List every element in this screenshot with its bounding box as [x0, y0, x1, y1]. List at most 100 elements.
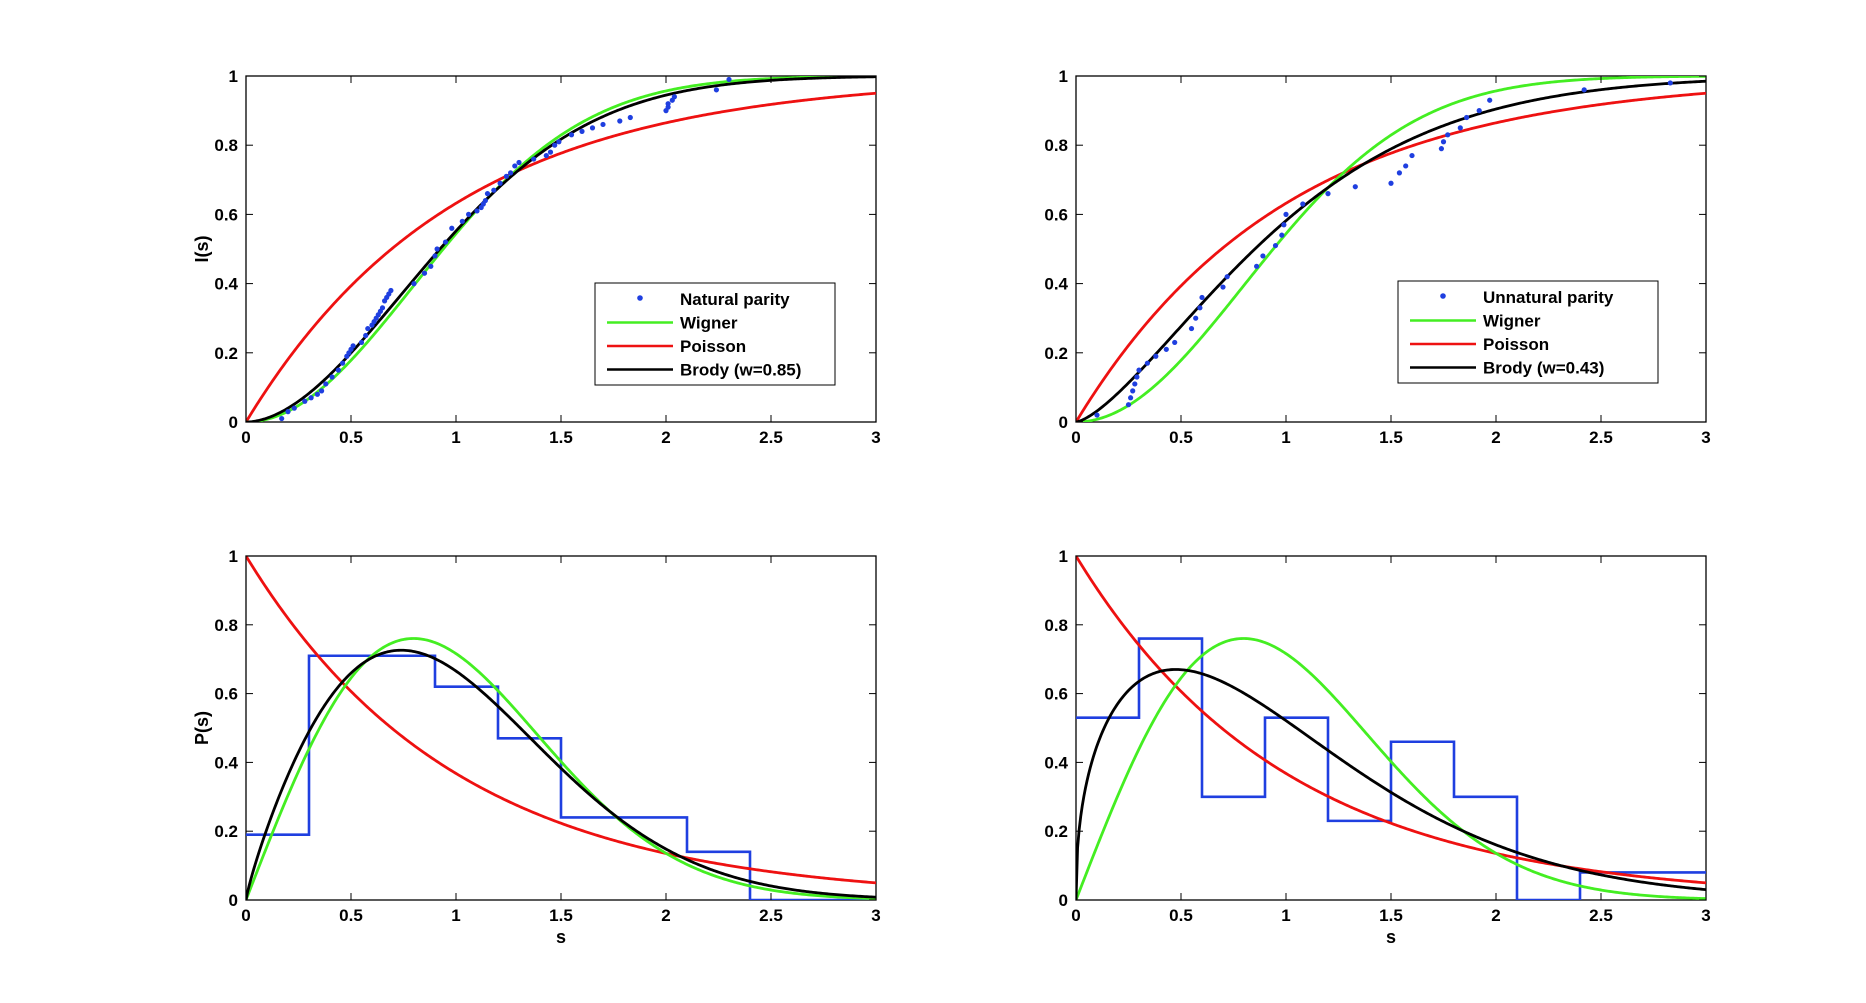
data-point	[1279, 232, 1285, 238]
x-tick-label: 1	[1281, 906, 1290, 925]
x-tick-label: 0	[241, 428, 250, 447]
data-point	[1128, 395, 1134, 401]
data-point	[600, 121, 606, 128]
data-point	[308, 395, 314, 401]
x-tick-label: 0.5	[339, 428, 363, 447]
data-point	[1134, 374, 1140, 380]
data-point	[1199, 294, 1205, 301]
data-point	[428, 263, 434, 269]
data-point	[1403, 163, 1409, 169]
legend-label-poisson: Poisson	[1483, 335, 1549, 354]
data-point	[1224, 274, 1230, 280]
data-point	[556, 139, 562, 145]
data-point	[1325, 191, 1331, 197]
data-point	[285, 409, 291, 415]
x-tick-label: 2.5	[1589, 906, 1613, 925]
data-point	[1220, 284, 1226, 290]
data-point	[459, 218, 465, 224]
data-point	[665, 101, 671, 107]
y-tick-label: 0.6	[214, 205, 238, 224]
data-point	[1667, 80, 1673, 86]
data-point	[503, 173, 509, 179]
legend-box	[594, 282, 836, 386]
panel-tl: 0 0.5 1 1.5 2 2.5 3 0 0.2 0.4 0.6 0.8 1 I(s) Natural p…	[192, 67, 881, 447]
data-point	[1193, 315, 1199, 321]
legend-label-data: Natural parity	[680, 290, 790, 309]
data-point	[1388, 180, 1394, 186]
y-tick-label: 1	[1059, 547, 1068, 566]
x-tick-label: 1.5	[1379, 428, 1403, 447]
data-points	[279, 76, 732, 422]
data-point	[1476, 108, 1482, 114]
data-point	[1172, 339, 1178, 346]
data-point	[617, 118, 623, 124]
data-point	[1197, 305, 1203, 311]
data-point	[329, 374, 335, 380]
x-tick-label: 0.5	[1169, 906, 1193, 925]
data-point	[512, 163, 518, 169]
data-point	[1188, 325, 1195, 332]
x-tick-label: 0.5	[1169, 428, 1193, 447]
legend-label-brody: Brody (w=0.85)	[680, 361, 801, 380]
legend-label-poisson: Poisson	[680, 337, 746, 356]
plot-area	[1076, 556, 1706, 900]
x-tick-label: 1	[451, 906, 460, 925]
poisson-curve	[1076, 556, 1706, 885]
legend-label-data: Unnatural parity	[1483, 288, 1614, 307]
data-point	[291, 405, 297, 411]
data-point	[379, 305, 386, 311]
data-point	[1281, 222, 1287, 228]
data-point	[432, 253, 438, 259]
legend-marker-data	[637, 295, 643, 301]
data-point	[474, 208, 480, 214]
x-tick-label: 2	[1491, 428, 1500, 447]
x-tick-label: 2.5	[1589, 428, 1613, 447]
poisson-curve	[246, 556, 876, 885]
data-point	[627, 114, 633, 121]
data-point	[1153, 353, 1159, 359]
y-tick-label: 1	[1059, 67, 1068, 86]
panel-bl: 0 0.5 1 1.5 2 2.5 3 0 0.2 0.4 0.6 0.8 1 s P(s)	[192, 547, 881, 947]
data-point	[713, 87, 720, 93]
data-point	[323, 381, 329, 387]
x-tick-label: 3	[871, 906, 880, 925]
data-point	[340, 360, 346, 366]
data-point	[358, 339, 365, 346]
y-tick-label: 0.6	[214, 685, 238, 704]
x-tick-label: 1	[1281, 428, 1290, 447]
data-point	[421, 270, 428, 276]
data-point	[1260, 253, 1266, 259]
poisson-curve	[246, 91, 876, 422]
data-point	[1136, 367, 1142, 373]
brody-curve	[1076, 79, 1706, 422]
data-point	[1487, 97, 1493, 103]
data-point	[302, 398, 308, 404]
y-tick-label: 0.4	[1044, 753, 1068, 772]
x-tick-label: 1.5	[549, 428, 573, 447]
data-point	[350, 343, 356, 349]
wigner-curve	[1076, 637, 1706, 900]
data-point	[1440, 139, 1447, 145]
data-point	[1132, 381, 1138, 387]
data-point	[279, 415, 285, 422]
histogram-series	[1076, 637, 1706, 900]
data-point	[1445, 132, 1451, 138]
y-tick-label: 0.2	[214, 822, 238, 841]
data-point	[516, 159, 522, 166]
data-point	[508, 170, 514, 176]
data-point	[1409, 152, 1415, 159]
x-tick-label: 3	[871, 428, 880, 447]
data-point	[497, 180, 503, 186]
data-point	[449, 225, 455, 231]
data-point	[552, 142, 558, 148]
data-point	[1163, 346, 1169, 352]
data-point	[491, 187, 497, 193]
data-point	[1300, 201, 1306, 207]
data-point	[388, 287, 394, 294]
data-point	[363, 332, 369, 339]
data-point	[1094, 412, 1100, 418]
brody-curve	[1076, 668, 1706, 900]
poisson-curve	[1076, 91, 1706, 422]
legend: Natural parity Wigner Poisson Brody (w=0.85…	[594, 282, 836, 386]
